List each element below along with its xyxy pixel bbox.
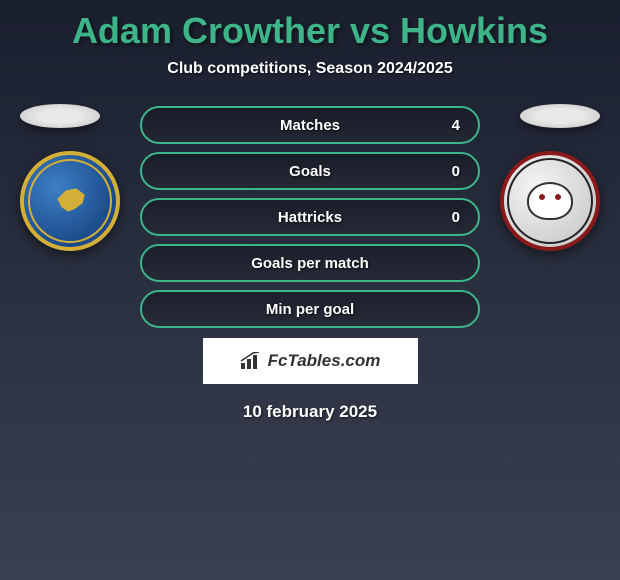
stat-row: Min per goal xyxy=(140,290,480,328)
comparison-area: Matches 4 Goals 0 Hattricks 0 Goals per … xyxy=(0,106,620,422)
watermark-text: FcTables.com xyxy=(268,351,381,371)
stat-label: Min per goal xyxy=(266,301,354,318)
stat-label: Goals xyxy=(289,163,331,180)
bird-icon xyxy=(49,180,91,222)
player-oval-left xyxy=(20,104,100,128)
stat-value: 0 xyxy=(452,163,460,180)
club-badge-right xyxy=(500,151,600,251)
stat-label: Goals per match xyxy=(251,255,369,272)
stat-row: Goals per match xyxy=(140,244,480,282)
watermark: FcTables.com xyxy=(203,338,418,384)
stat-label: Hattricks xyxy=(278,209,342,226)
stat-label: Matches xyxy=(280,117,340,134)
stat-row: Goals 0 xyxy=(140,152,480,190)
club-badge-left xyxy=(20,151,120,251)
stat-row: Matches 4 xyxy=(140,106,480,144)
subtitle: Club competitions, Season 2024/2025 xyxy=(0,60,620,78)
stat-row: Hattricks 0 xyxy=(140,198,480,236)
kings-lynn-crest-icon xyxy=(20,151,120,251)
hereford-crest-icon xyxy=(500,151,600,251)
bar-chart-icon xyxy=(240,352,262,370)
stat-value: 4 xyxy=(452,117,460,134)
page-title: Adam Crowther vs Howkins xyxy=(0,0,620,52)
bull-icon xyxy=(527,182,573,220)
player-oval-right xyxy=(520,104,600,128)
stat-value: 0 xyxy=(452,209,460,226)
stats-list: Matches 4 Goals 0 Hattricks 0 Goals per … xyxy=(140,106,480,328)
date-label: 10 february 2025 xyxy=(0,402,620,422)
